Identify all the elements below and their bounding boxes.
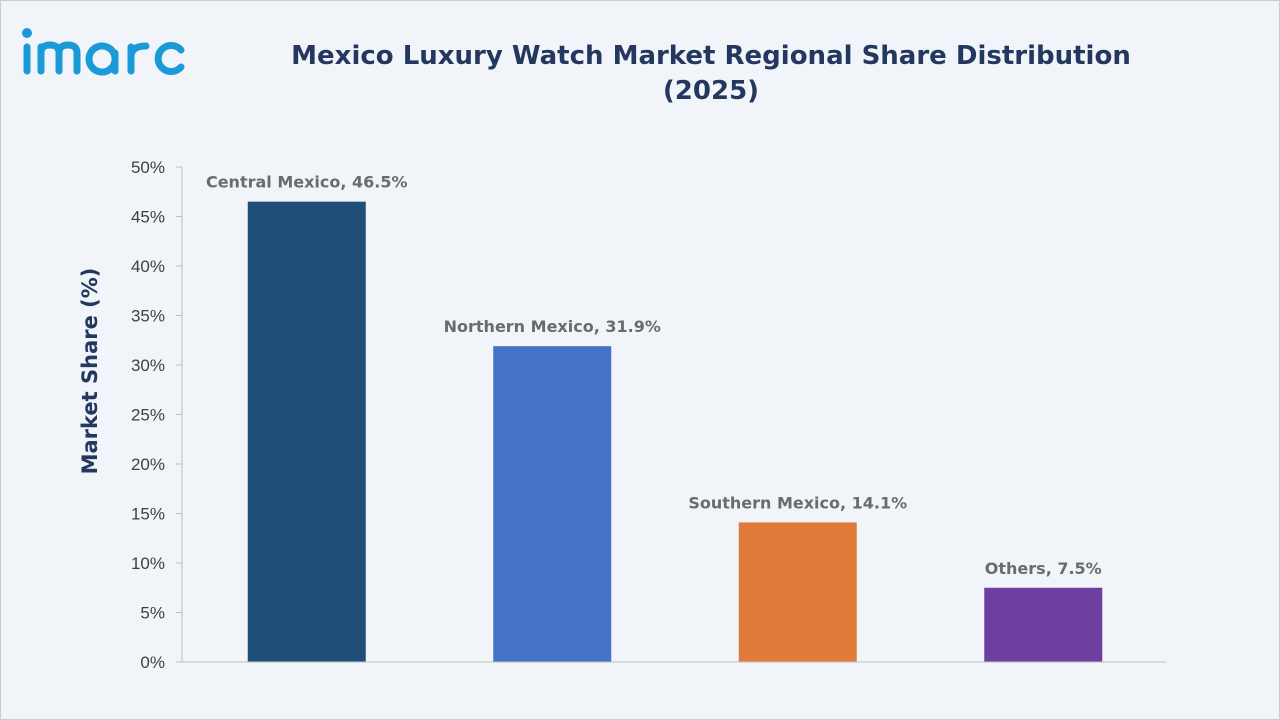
- y-tick-label: 0%: [140, 653, 165, 672]
- chart-title: Mexico Luxury Watch Market Regional Shar…: [281, 39, 1141, 109]
- chart-title-line2: (2025): [662, 76, 760, 106]
- y-tick-label: 45%: [131, 208, 165, 227]
- imarc-logo: [22, 28, 185, 76]
- y-tick-label: 20%: [131, 455, 165, 474]
- y-tick-label: 40%: [131, 257, 165, 276]
- data-label-southern-mexico: Southern Mexico, 14.1%: [688, 493, 907, 512]
- y-tick-label: 5%: [140, 604, 165, 623]
- chart-title-line1: Mexico Luxury Watch Market Regional Shar…: [291, 41, 1131, 71]
- y-axis: 0% 5% 10% 15% 20% 25% 30% 35% 40% 45% 50%: [131, 158, 183, 672]
- y-tick-label: 25%: [131, 406, 165, 425]
- data-label-northern-mexico: Northern Mexico, 31.9%: [444, 317, 661, 336]
- data-labels: Central Mexico, 46.5% Northern Mexico, 31…: [206, 173, 1102, 578]
- bar-southern-mexico: [738, 522, 857, 662]
- data-label-others: Others, 7.5%: [985, 559, 1102, 578]
- y-tick-label: 35%: [131, 307, 165, 326]
- bar-northern-mexico: [493, 346, 612, 662]
- y-tick-label: 15%: [131, 505, 165, 524]
- bar-others: [984, 587, 1103, 662]
- y-tick-label: 50%: [131, 158, 165, 177]
- bars: [247, 201, 1103, 662]
- y-tick-label: 10%: [131, 554, 165, 573]
- y-tick-label: 30%: [131, 356, 165, 375]
- y-axis-title: Market Share (%): [78, 268, 102, 475]
- bar-central-mexico: [247, 201, 366, 662]
- data-label-central-mexico: Central Mexico, 46.5%: [206, 173, 408, 192]
